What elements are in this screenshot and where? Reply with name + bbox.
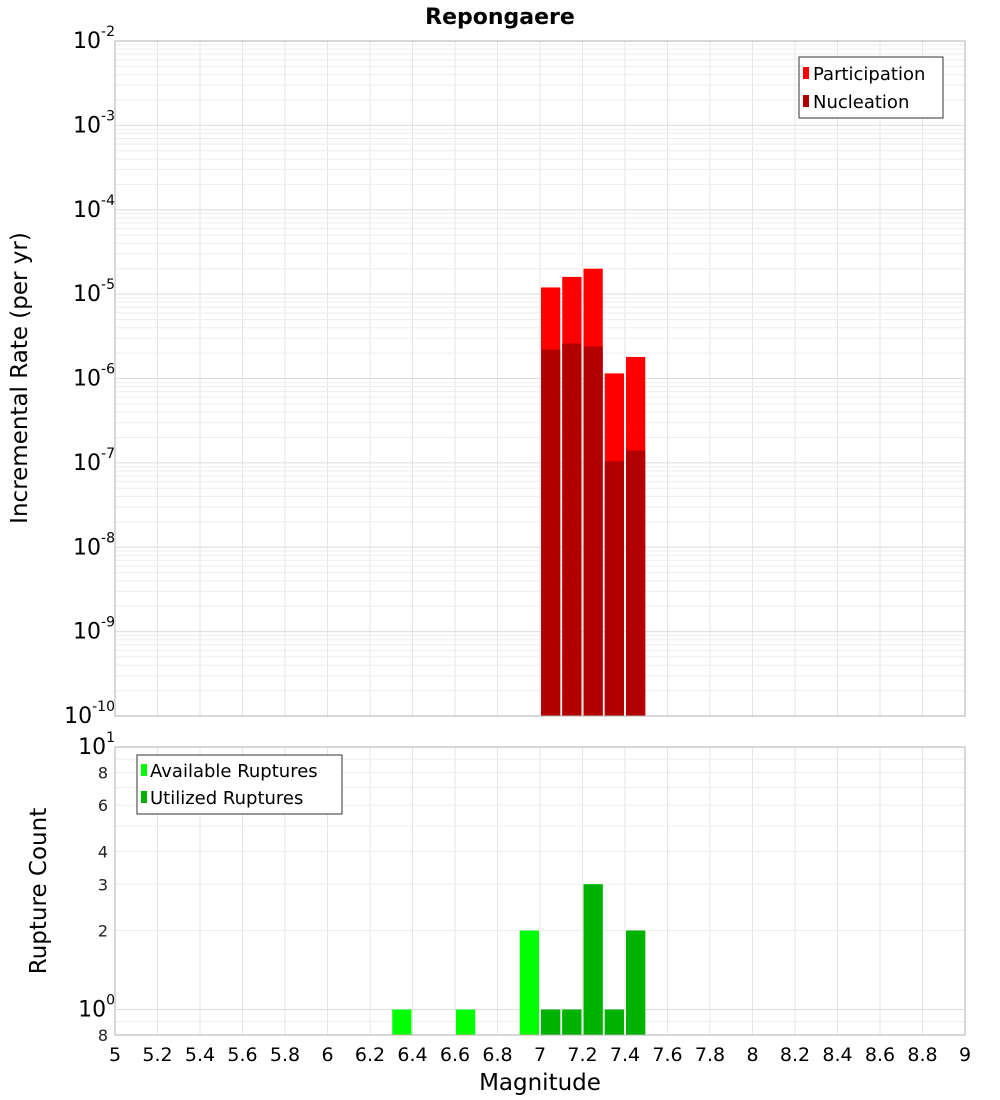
available-legend-swatch — [141, 764, 147, 776]
x-tick-label: 7 — [534, 1044, 546, 1066]
rate-legend-box — [798, 56, 944, 119]
count-y-tick-label: 3 — [98, 875, 108, 894]
utilized-bar — [604, 1009, 624, 1035]
nucleation-bar — [626, 450, 646, 716]
chart-title: Repongaere — [425, 5, 575, 30]
rate-plot-frame — [114, 40, 966, 717]
participation-legend-label: Participation — [813, 64, 925, 85]
x-tick-label: 8 — [746, 1044, 758, 1066]
rate-y-ticks: 10-2 10-3 10-4 10-5 10-6 10-7 10-8 10-9 10-10 — [64, 24, 115, 729]
x-tick-label: 8.2 — [780, 1044, 810, 1066]
rate-y-tick-label: 10-7 — [73, 446, 115, 476]
rate-y-axis-label: Incremental Rate (per yr) — [7, 232, 33, 524]
rate-y-tick-label: 10-6 — [73, 362, 115, 392]
count-y-tick-label: 4 — [98, 842, 108, 861]
x-tick-label: 5.8 — [270, 1044, 300, 1066]
available-legend-label: Available Ruptures — [150, 761, 318, 782]
available-bar — [392, 1009, 412, 1035]
rate-y-tick-label: 10-5 — [73, 277, 115, 307]
participation-legend-swatch — [803, 67, 809, 79]
x-tick-label: 6.2 — [355, 1044, 385, 1066]
x-tick-label: 8.6 — [865, 1044, 895, 1066]
count-legend: Available Ruptures Utilized Ruptures — [136, 754, 343, 815]
utilized-bar — [541, 1009, 561, 1035]
x-tick-label: 5.6 — [227, 1044, 257, 1066]
count-bars — [392, 884, 646, 1035]
x-axis-ticks: 5 5.2 5.4 5.6 5.8 6 6.2 6.4 6.6 6.8 7 7.2 7.4 7.6 7.8 8… — [109, 1044, 971, 1066]
count-y-tick-label: 2 — [98, 922, 108, 941]
count-plot-frame — [114, 746, 966, 1036]
x-tick-label: 7.2 — [567, 1044, 597, 1066]
x-tick-label: 7.8 — [695, 1044, 725, 1066]
rate-legend: Participation Nucleation — [798, 56, 944, 119]
nucleation-legend-swatch — [803, 95, 809, 107]
rate-y-tick-label: 10-8 — [73, 530, 115, 560]
rate-bars — [541, 268, 646, 716]
rate-panel: 10-2 10-3 10-4 10-5 10-6 10-7 10-8 10-9 10-10 In… — [7, 24, 966, 729]
utilized-legend-label: Utilized Ruptures — [150, 788, 303, 809]
rate-y-tick-label: 10-9 — [73, 615, 115, 645]
x-tick-label: 6 — [321, 1044, 333, 1066]
rate-grid — [114, 40, 966, 717]
count-y-axis-label: Rupture Count — [26, 808, 52, 974]
x-tick-label: 7.6 — [652, 1044, 682, 1066]
x-tick-label: 9 — [959, 1044, 971, 1066]
nucleation-bar — [583, 346, 603, 716]
rate-y-tick-label: 10-4 — [73, 193, 115, 223]
nucleation-bar — [541, 349, 561, 716]
x-tick-label: 6.8 — [482, 1044, 512, 1066]
x-tick-label: 6.6 — [440, 1044, 470, 1066]
count-y-tick-label: 100 — [78, 993, 115, 1023]
rate-y-tick-label: 10-2 — [73, 24, 115, 54]
x-tick-label: 8.8 — [907, 1044, 937, 1066]
rate-y-tick-label: 10-10 — [64, 699, 115, 729]
nucleation-bar — [604, 461, 624, 716]
count-panel: 101 8 6 4 3 2 100 8 Rupture Count Available Rup… — [26, 730, 966, 1045]
rate-y-tick-label: 10-3 — [73, 108, 115, 138]
nucleation-bar — [562, 343, 582, 716]
x-tick-label: 8.4 — [822, 1044, 852, 1066]
count-y-tick-label: 6 — [98, 796, 108, 815]
utilized-bar — [626, 930, 646, 1035]
count-y-tick-label: 101 — [78, 730, 115, 760]
utilized-bar — [562, 1009, 582, 1035]
x-axis-label: Magnitude — [479, 1070, 601, 1096]
count-y-tick-label: 8 — [98, 1026, 108, 1045]
x-tick-label: 7.4 — [610, 1044, 640, 1066]
available-bar — [456, 1009, 476, 1035]
count-legend-box — [136, 754, 343, 815]
x-tick-label: 5 — [109, 1044, 121, 1066]
x-tick-label: 6.4 — [397, 1044, 427, 1066]
x-tick-label: 5.4 — [185, 1044, 215, 1066]
available-bar — [519, 930, 539, 1035]
nucleation-legend-label: Nucleation — [813, 92, 909, 113]
count-y-tick-label: 8 — [98, 763, 108, 782]
x-tick-label: 5.2 — [142, 1044, 172, 1066]
utilized-bar — [583, 884, 603, 1035]
count-y-ticks: 101 8 6 4 3 2 100 8 — [78, 730, 115, 1045]
utilized-legend-swatch — [141, 791, 147, 803]
